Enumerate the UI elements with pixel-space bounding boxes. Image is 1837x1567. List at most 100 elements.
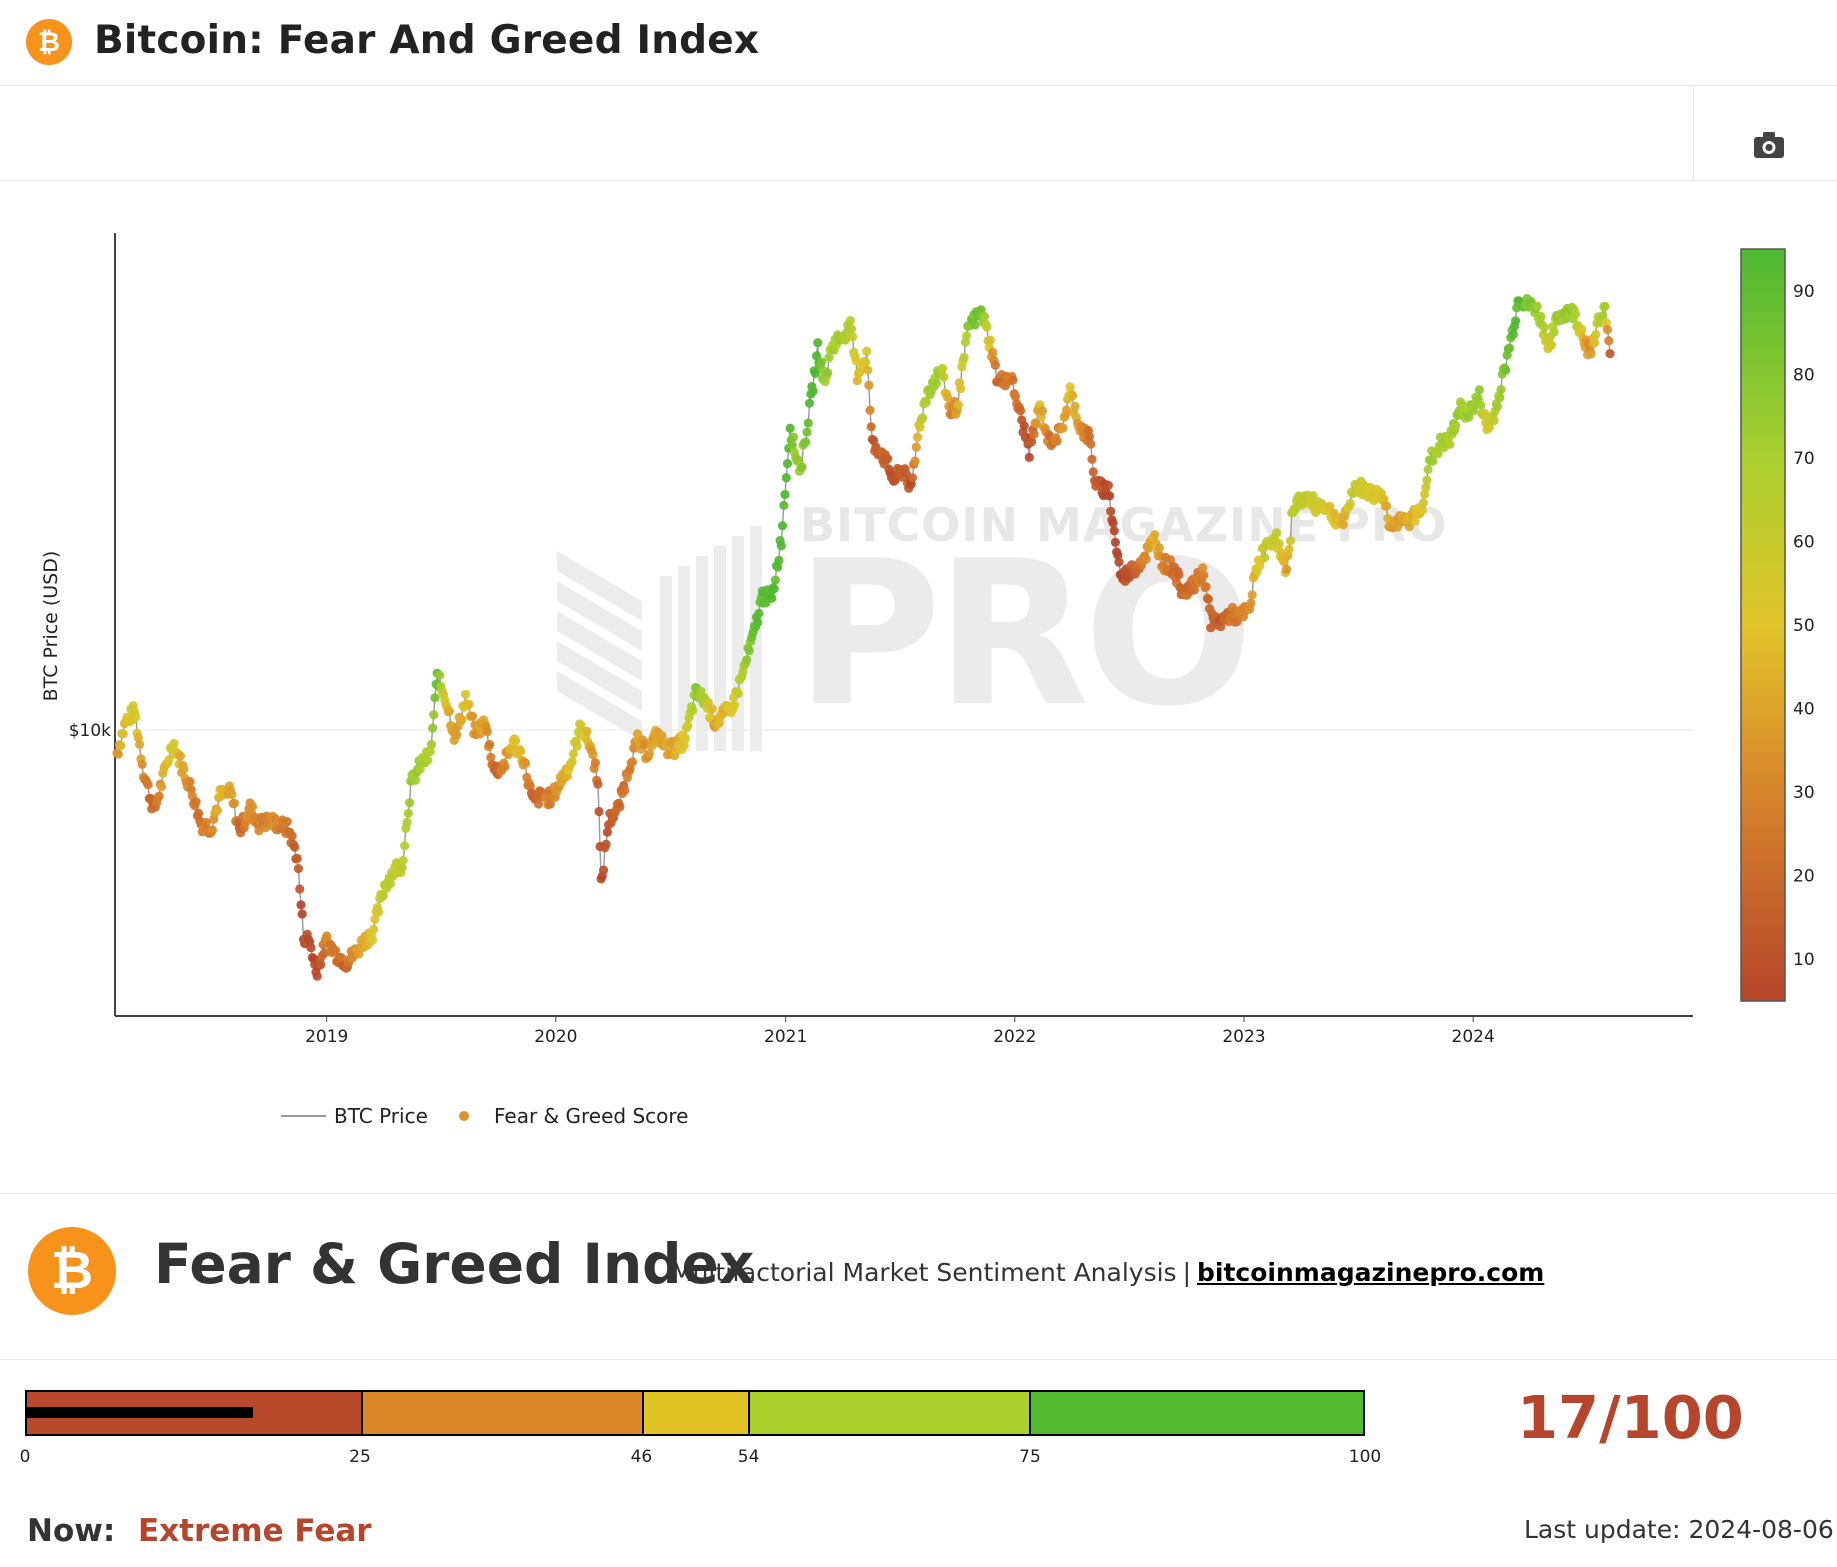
fear-greed-point [1379, 494, 1389, 504]
fear-greed-point [985, 335, 996, 345]
fear-greed-point [1570, 309, 1581, 319]
fear-greed-point [154, 791, 164, 801]
fear-greed-point [1549, 327, 1559, 337]
fear-greed-point [1601, 318, 1611, 328]
fear-greed-point [369, 924, 379, 934]
fear-greed-point [1501, 365, 1511, 375]
fear-greed-point [296, 900, 306, 910]
fear-greed-point [282, 817, 292, 827]
fear-greed-point [1105, 491, 1115, 501]
fear-greed-point [1247, 590, 1257, 600]
fear-greed-point [1110, 537, 1120, 547]
fear-greed-point [744, 646, 754, 656]
fear-greed-point [813, 338, 823, 348]
colorbar-tick-label: 70 [1793, 449, 1815, 469]
fear-greed-point [1108, 518, 1118, 528]
fear-greed-point [802, 427, 812, 437]
fear-greed-point [370, 914, 380, 925]
fear-greed-point [912, 432, 923, 442]
fear-greed-point [169, 738, 179, 748]
fear-greed-point [852, 376, 862, 386]
fear-greed-point [1199, 570, 1209, 580]
fear-greed-point [982, 322, 992, 332]
fear-greed-point [588, 750, 598, 760]
gauge-tick-label: 75 [1019, 1447, 1041, 1467]
fear-greed-point [1065, 382, 1075, 392]
x-tick-label: 2021 [764, 1027, 807, 1047]
x-tick-label: 2022 [993, 1027, 1036, 1047]
fear-greed-point [1015, 406, 1026, 416]
colorbar-tick-label: 50 [1793, 616, 1815, 636]
fear-greed-point [1474, 385, 1484, 395]
fear-greed-point [1410, 516, 1420, 526]
fear-greed-point [590, 758, 601, 768]
fear-greed-point [1154, 543, 1165, 553]
x-tick-label: 2024 [1452, 1027, 1495, 1047]
fear-greed-point [1428, 456, 1438, 466]
fear-greed-point [883, 454, 893, 464]
fear-greed-point [1536, 311, 1546, 321]
section-divider [0, 1193, 1837, 1194]
fear-greed-point [545, 799, 555, 809]
fear-greed-point [292, 853, 302, 864]
index-subtitle: Multifactorial Market Sentiment Analysis… [671, 1258, 1544, 1287]
fear-greed-point [367, 935, 378, 945]
fear-greed-point [1404, 522, 1414, 532]
colorbar-tick-label: 40 [1793, 700, 1815, 720]
fear-greed-point [593, 779, 603, 789]
camera-icon[interactable] [1752, 130, 1786, 160]
fear-greed-point [1479, 408, 1490, 418]
fear-greed-point [1598, 311, 1608, 321]
fear-greed-point [1591, 329, 1601, 339]
fear-greed-point [444, 706, 455, 717]
fear-greed-point [1508, 329, 1518, 339]
fear-greed-point [1417, 505, 1427, 515]
fear-greed-point [1088, 467, 1098, 477]
fear-greed-point [938, 363, 948, 373]
fear-greed-point [1027, 437, 1037, 447]
fear-greed-point [1495, 393, 1505, 403]
fear-greed-point [1423, 464, 1433, 475]
fear-greed-point [378, 890, 388, 901]
fear-greed-point [576, 720, 586, 730]
fear-greed-point [1577, 324, 1587, 335]
fear-greed-point [988, 347, 998, 358]
fear-greed-point [133, 732, 143, 743]
fear-greed-point [1489, 416, 1499, 426]
fear-greed-point [295, 884, 305, 894]
page-title: Bitcoin: Fear And Greed Index [94, 18, 760, 63]
fear-greed-point [599, 865, 609, 875]
fear-greed-point [175, 751, 185, 761]
fear-greed-point [1084, 431, 1095, 442]
fear-greed-point [400, 841, 410, 851]
fear-greed-point [457, 715, 467, 725]
fear-greed-point [1476, 400, 1486, 410]
fear-greed-point [179, 764, 189, 774]
fear-greed-point [568, 749, 579, 759]
fear-greed-point [753, 618, 763, 628]
gauge-value-indicator [25, 1407, 253, 1418]
fear-greed-point [808, 386, 818, 396]
bitcoinmagazinepro-link[interactable]: bitcoinmagazinepro.com [1197, 1258, 1545, 1287]
fear-greed-point [1511, 316, 1521, 326]
fear-greed-point [521, 758, 531, 769]
y-axis-label: BTC Price (USD) [40, 551, 62, 702]
fear-greed-point [1141, 554, 1151, 564]
fear-greed-point [1338, 520, 1348, 530]
gauge-tick-label: 46 [630, 1447, 653, 1467]
fear-greed-point [336, 953, 346, 963]
fear-greed-point [397, 863, 407, 873]
fear-greed-point [1496, 384, 1506, 395]
gauge-segment [748, 1392, 1029, 1434]
fear-greed-point [402, 817, 412, 828]
fear-greed-point [1421, 482, 1431, 492]
fear-greed-point [293, 864, 303, 874]
fear-greed-point [644, 748, 655, 758]
fear-greed-point [1505, 343, 1515, 353]
fear-greed-point [939, 372, 949, 382]
price-chart: BITCOIN MAGAZINE PRO PRO BTC Price (USD)… [40, 233, 1815, 1128]
fear-greed-point [1114, 557, 1124, 567]
fear-greed-point [533, 799, 544, 809]
fear-greed-point [118, 729, 128, 739]
index-title: Fear & Greed Index [154, 1232, 755, 1296]
